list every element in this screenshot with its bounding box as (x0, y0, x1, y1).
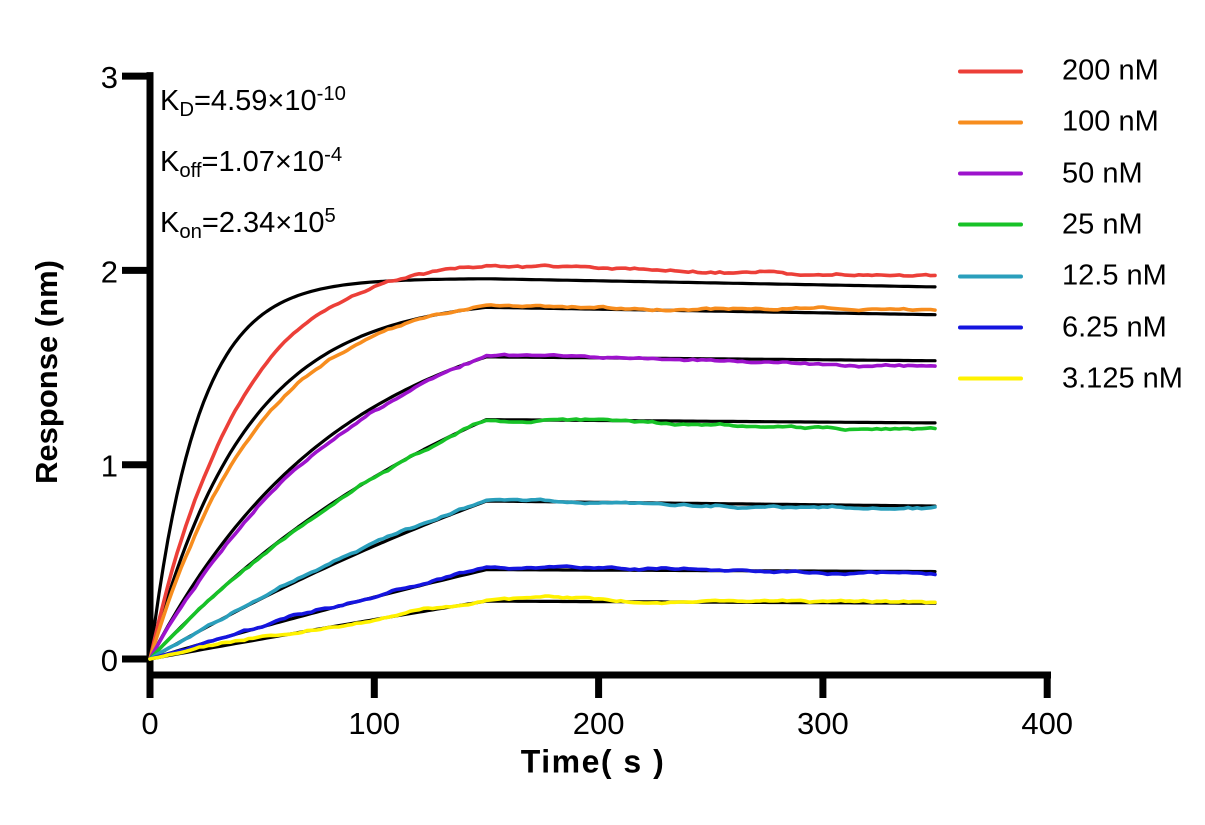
y-tick-label: 2 (101, 254, 118, 289)
x-tick-label: 400 (1021, 706, 1073, 741)
x-tick-label: 0 (141, 706, 158, 741)
y-tick-label: 0 (101, 643, 118, 678)
x-tick-label: 300 (797, 706, 849, 741)
koff-line: Koff=1.07×10-4 (160, 133, 346, 194)
data-curve-12.5nM (148, 497, 937, 661)
y-tick-label: 3 (101, 60, 118, 95)
koff-exponent: -4 (324, 143, 343, 166)
fit-curve (148, 599, 937, 661)
koff-value: =1.07×10 (201, 145, 325, 178)
kon-exponent: 5 (324, 204, 336, 227)
fit-curve (148, 355, 937, 661)
x-tick-label: 200 (573, 706, 625, 741)
x-axis-title: Time( s ) (520, 743, 666, 780)
fit-curve (148, 305, 937, 661)
data-curve-6.25nM (148, 564, 937, 661)
kd-subscript: D (179, 98, 194, 121)
fit-curve (148, 277, 937, 661)
kon-value: =2.34×10 (201, 206, 325, 239)
koff-subscript: off (179, 159, 202, 182)
kinetics-annotation: KD=4.59×10-10 Koff=1.07×10-4 Kon=2.34×10… (160, 72, 346, 254)
data-curve-25nM (148, 417, 937, 661)
kd-line: KD=4.59×10-10 (160, 72, 346, 133)
data-curve-3.125nM (148, 594, 937, 661)
fit-curve (148, 499, 937, 661)
koff-symbol: K (160, 145, 180, 178)
kd-value: =4.59×10 (194, 85, 317, 118)
data-curve-200nM (148, 263, 937, 661)
x-tick-label: 100 (348, 706, 400, 741)
y-axis-title: Response (nm) (29, 260, 64, 484)
kon-line: Kon=2.34×105 (160, 194, 346, 255)
data-curve-50nM (148, 352, 937, 661)
data-curve-100nM (148, 303, 937, 661)
y-tick-label: 1 (101, 449, 118, 484)
kon-subscript: on (179, 220, 202, 243)
kd-symbol: K (160, 85, 180, 118)
kd-exponent: -10 (316, 83, 346, 105)
kon-symbol: K (160, 206, 180, 239)
fit-curve (148, 568, 937, 661)
